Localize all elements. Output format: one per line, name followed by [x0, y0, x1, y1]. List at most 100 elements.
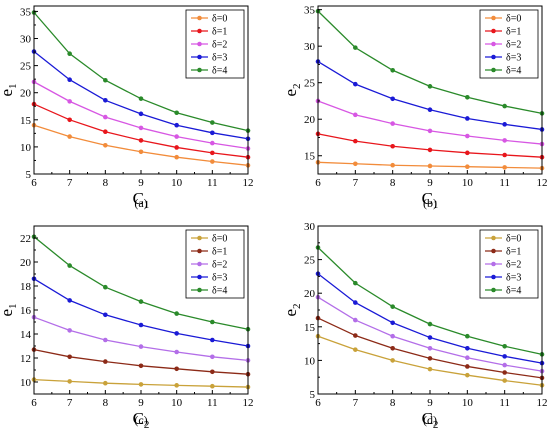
legend-entry: δ=2 — [506, 40, 521, 51]
x-tick-label: 6 — [31, 177, 37, 189]
data-point — [465, 346, 470, 351]
data-point — [427, 356, 433, 361]
legend-entry: δ=0 — [506, 234, 521, 245]
data-point — [353, 317, 358, 323]
data-point — [138, 299, 144, 304]
data-point — [138, 111, 144, 117]
data-point — [427, 163, 433, 169]
legend-entry: δ=3 — [212, 53, 227, 64]
data-point — [502, 362, 507, 368]
series-line-0 — [317, 335, 543, 386]
legend-swatch-marker — [491, 67, 496, 73]
legend-entry: δ=2 — [212, 260, 227, 271]
x-tick-label: 9 — [427, 177, 433, 189]
x-axis-title: C1 — [133, 189, 150, 211]
data-point — [353, 300, 358, 305]
x-axis-title: C2 — [133, 409, 150, 431]
legend-swatch-marker — [491, 54, 496, 60]
legend-swatch-marker — [197, 261, 202, 267]
legend: δ=0 δ=1 δ=2 δ=3 δ=4 — [479, 9, 539, 79]
y-tick-label: 35 — [20, 6, 32, 18]
data-point — [138, 322, 144, 328]
legend: δ=0 δ=1 δ=2 δ=3 δ=4 — [479, 229, 539, 299]
legend-entry: δ=4 — [212, 66, 227, 77]
y-tick-label: 5 — [26, 169, 32, 181]
data-point — [210, 354, 215, 360]
legend-swatch-marker — [491, 41, 496, 47]
data-point — [67, 99, 72, 104]
data-point — [465, 355, 470, 361]
x-tick-label: 6 — [315, 397, 321, 409]
data-point — [427, 107, 433, 113]
data-point — [427, 147, 433, 153]
data-point — [138, 382, 144, 387]
x-tick-label: 10 — [171, 397, 183, 409]
panel-d: 6 7 8 9 10 11 12 5 10 15 20 25 30 C2 e2 (d) δ=0 δ=1 δ=2 δ=3… — [281, 221, 548, 431]
legend-swatch-marker — [491, 261, 496, 267]
data-point — [465, 164, 470, 169]
legend-swatch-marker — [197, 287, 202, 293]
legend-swatch-marker — [197, 15, 202, 21]
data-point — [390, 67, 395, 73]
legend-entry: δ=0 — [212, 14, 227, 25]
x-tick-label: 8 — [390, 397, 396, 409]
x-tick-label: 6 — [315, 177, 321, 189]
data-point — [427, 335, 433, 340]
data-point — [174, 331, 179, 336]
legend-entry: δ=3 — [506, 53, 521, 64]
x-tick-label: 11 — [499, 397, 510, 409]
legend-entry: δ=4 — [506, 286, 521, 297]
legend-entry: δ=1 — [506, 27, 521, 38]
legend-entry: δ=2 — [212, 40, 227, 51]
data-point — [138, 96, 144, 101]
y-tick-label: 30 — [304, 41, 316, 53]
y-tick-label: 30 — [304, 221, 316, 233]
data-point — [103, 380, 108, 386]
data-point — [103, 97, 108, 103]
legend-entry: δ=2 — [506, 260, 521, 271]
y-axis-title: e1 — [0, 83, 19, 96]
x-tick-label: 8 — [390, 177, 396, 189]
x-tick-label: 7 — [67, 177, 73, 189]
x-axis-title: C2 — [422, 409, 439, 431]
x-tick-label: 12 — [243, 397, 254, 409]
legend-entry: δ=1 — [212, 247, 227, 258]
y-tick-label: 30 — [20, 34, 32, 46]
data-point — [502, 152, 507, 158]
data-point — [502, 378, 507, 383]
y-tick-label: 10 — [304, 355, 316, 367]
y-tick-label: 15 — [304, 322, 316, 334]
panel-label: (d) — [423, 413, 437, 427]
data-point — [353, 112, 358, 118]
legend-swatch-marker — [197, 274, 202, 280]
data-point — [103, 114, 108, 120]
legend-entry: δ=0 — [212, 234, 227, 245]
panel-label: (c) — [134, 413, 147, 427]
data-point — [210, 140, 215, 146]
x-tick-label: 7 — [353, 177, 359, 189]
data-point — [353, 45, 358, 50]
data-point — [427, 346, 433, 351]
y-tick-label: 5 — [310, 389, 316, 401]
y-tick-label: 14 — [20, 329, 32, 341]
x-tick-label: 7 — [67, 397, 73, 409]
data-point — [427, 321, 433, 327]
data-point — [502, 354, 507, 359]
x-tick-label: 8 — [103, 397, 109, 409]
legend-swatch-marker — [197, 28, 202, 34]
data-point — [210, 150, 215, 156]
legend-swatch-marker — [197, 235, 202, 241]
panel-b: 6 7 8 9 10 11 121520253035C1e2(b)δ=0δ=1δ=2δ=3δ… — [281, 5, 548, 211]
legend-entry: δ=4 — [212, 286, 227, 297]
data-point — [210, 130, 215, 136]
data-point — [103, 337, 108, 343]
data-point — [174, 383, 179, 388]
data-point — [465, 364, 470, 369]
y-tick-label: 20 — [20, 88, 32, 100]
y-tick-label: 10 — [20, 142, 32, 154]
y-tick-label: 15 — [304, 151, 316, 163]
data-point — [67, 298, 72, 303]
data-point — [210, 369, 215, 375]
data-point — [390, 320, 395, 326]
